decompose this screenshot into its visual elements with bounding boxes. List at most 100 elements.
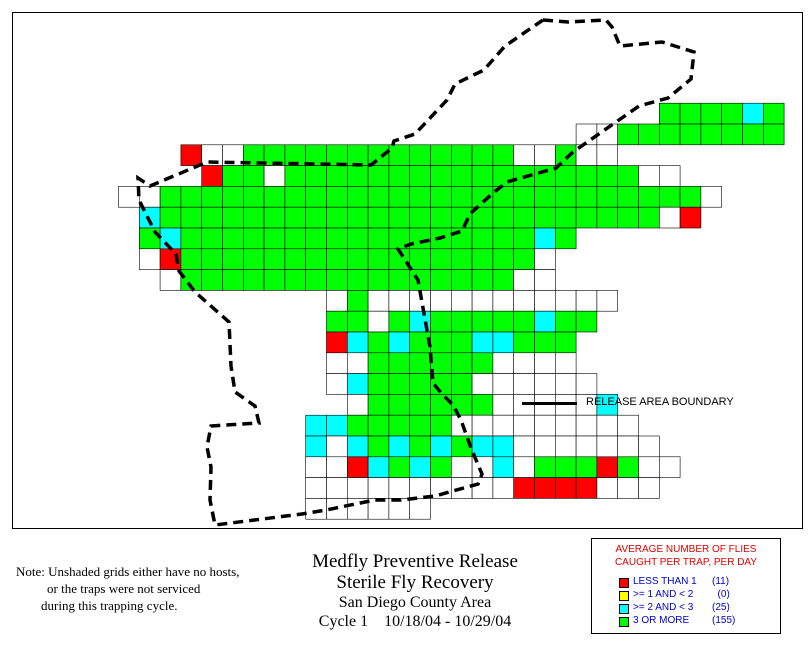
- grid-cell: [617, 165, 639, 187]
- grid-cell: [388, 269, 410, 291]
- legend-item-count: (11): [712, 576, 730, 587]
- grid-cell: [180, 206, 202, 229]
- title-block: Medfly Preventive Release Sterile Fly Re…: [280, 551, 550, 632]
- grid-cell: [450, 373, 473, 395]
- grid-cell: [554, 144, 577, 166]
- legend-item: 3 OR MORE (155): [619, 615, 779, 628]
- grid-cell: [471, 477, 494, 499]
- grid-cell: [471, 165, 494, 187]
- grid-cell: [638, 165, 660, 187]
- grid-cell: [450, 206, 473, 229]
- grid-cell: [243, 248, 265, 270]
- grid-cell: [534, 186, 556, 208]
- grid-cell: [326, 435, 348, 458]
- grid-cell: [471, 227, 494, 250]
- grid-cell: [534, 227, 556, 250]
- grid-cell: [575, 477, 598, 499]
- legend-swatch: [619, 578, 629, 588]
- grid-cell: [617, 186, 639, 208]
- grid-cell: [492, 206, 514, 229]
- grid-cell: [201, 186, 223, 208]
- grid-cell: [201, 269, 223, 291]
- grid-cell: [638, 186, 660, 208]
- grid-cell: [554, 373, 577, 395]
- grid-cell: [284, 165, 306, 187]
- grid-cell: [554, 290, 577, 312]
- grid-cell: [388, 290, 410, 312]
- grid-cell: [513, 352, 535, 374]
- grid-cell: [367, 227, 390, 250]
- grid-cell: [430, 331, 452, 354]
- grid-cell: [367, 394, 390, 416]
- grid-cell: [450, 144, 473, 166]
- grid-cell: [367, 248, 390, 270]
- legend-item: LESS THAN 1 (11): [619, 576, 779, 589]
- grid-cell: [284, 206, 306, 229]
- grid-cell: [305, 248, 327, 270]
- grid-cell: [326, 373, 348, 395]
- grid-cell: [367, 206, 390, 229]
- grid-cell: [679, 123, 702, 146]
- grid-cell: [409, 331, 431, 354]
- grid-cell: [492, 248, 514, 270]
- grid-cell: [430, 144, 452, 166]
- grid-cell: [326, 456, 348, 478]
- grid-cell: [658, 165, 681, 187]
- grid-cell: [222, 248, 244, 270]
- grid-cell: [409, 414, 431, 437]
- legend-item-label: 3 OR MORE: [633, 615, 690, 626]
- grid-cell: [159, 186, 182, 208]
- grid-cell: [617, 123, 639, 146]
- grid-cell: [450, 269, 473, 291]
- grid-cell: [742, 123, 764, 146]
- grid-cell: [346, 331, 369, 354]
- grid-cell: [388, 310, 410, 333]
- grid-cell: [575, 123, 598, 146]
- grid-cell: [180, 248, 202, 270]
- grid-cell: [139, 227, 161, 250]
- grid-cell: [596, 414, 619, 437]
- legend-item-count: (155): [712, 615, 736, 626]
- grid-cell: [492, 165, 514, 187]
- legend: AVERAGE NUMBER OF FLIES CAUGHT PER TRAP,…: [591, 538, 781, 634]
- grid-cell: [450, 165, 473, 187]
- grid-cell: [409, 435, 431, 458]
- grid-cell: [492, 352, 514, 374]
- grid-cell: [326, 165, 348, 187]
- grid-cell: [513, 144, 535, 166]
- grid-cell: [658, 186, 681, 208]
- grid-cell: [409, 186, 431, 208]
- grid-cell: [534, 144, 556, 166]
- grid-cell: [284, 269, 306, 291]
- grid-cell: [492, 394, 514, 416]
- grid-cell: [534, 456, 556, 478]
- grid-cell: [575, 310, 598, 333]
- boundary-legend: RELEASE AREA BOUNDARY: [522, 396, 782, 410]
- grid-cell: [243, 165, 265, 187]
- grid-cell: [554, 206, 577, 229]
- grid-cell: [388, 352, 410, 374]
- grid-cell: [326, 269, 348, 291]
- grid-cell: [430, 186, 452, 208]
- grid-cell: [596, 435, 619, 458]
- grid-cell: [305, 498, 327, 520]
- grid-cell: [596, 290, 619, 312]
- boundary-legend-label: RELEASE AREA BOUNDARY: [586, 396, 734, 408]
- grid-cell: [554, 477, 577, 499]
- grid-cell: [534, 477, 556, 499]
- grid-cell: [346, 373, 369, 395]
- grid-cell: [430, 310, 452, 333]
- grid-cells: [118, 102, 785, 520]
- grid-cell: [243, 206, 265, 229]
- grid-cell: [554, 435, 577, 458]
- grid-cell: [367, 165, 390, 187]
- grid-cell: [492, 310, 514, 333]
- grid-cell: [326, 144, 348, 166]
- grid-cell: [658, 456, 681, 478]
- grid-cell: [263, 206, 286, 229]
- grid-cell: [575, 456, 598, 478]
- grid-cell: [450, 331, 473, 354]
- grid-cell: [388, 186, 410, 208]
- grid-cell: [430, 290, 452, 312]
- grid-cell: [534, 373, 556, 395]
